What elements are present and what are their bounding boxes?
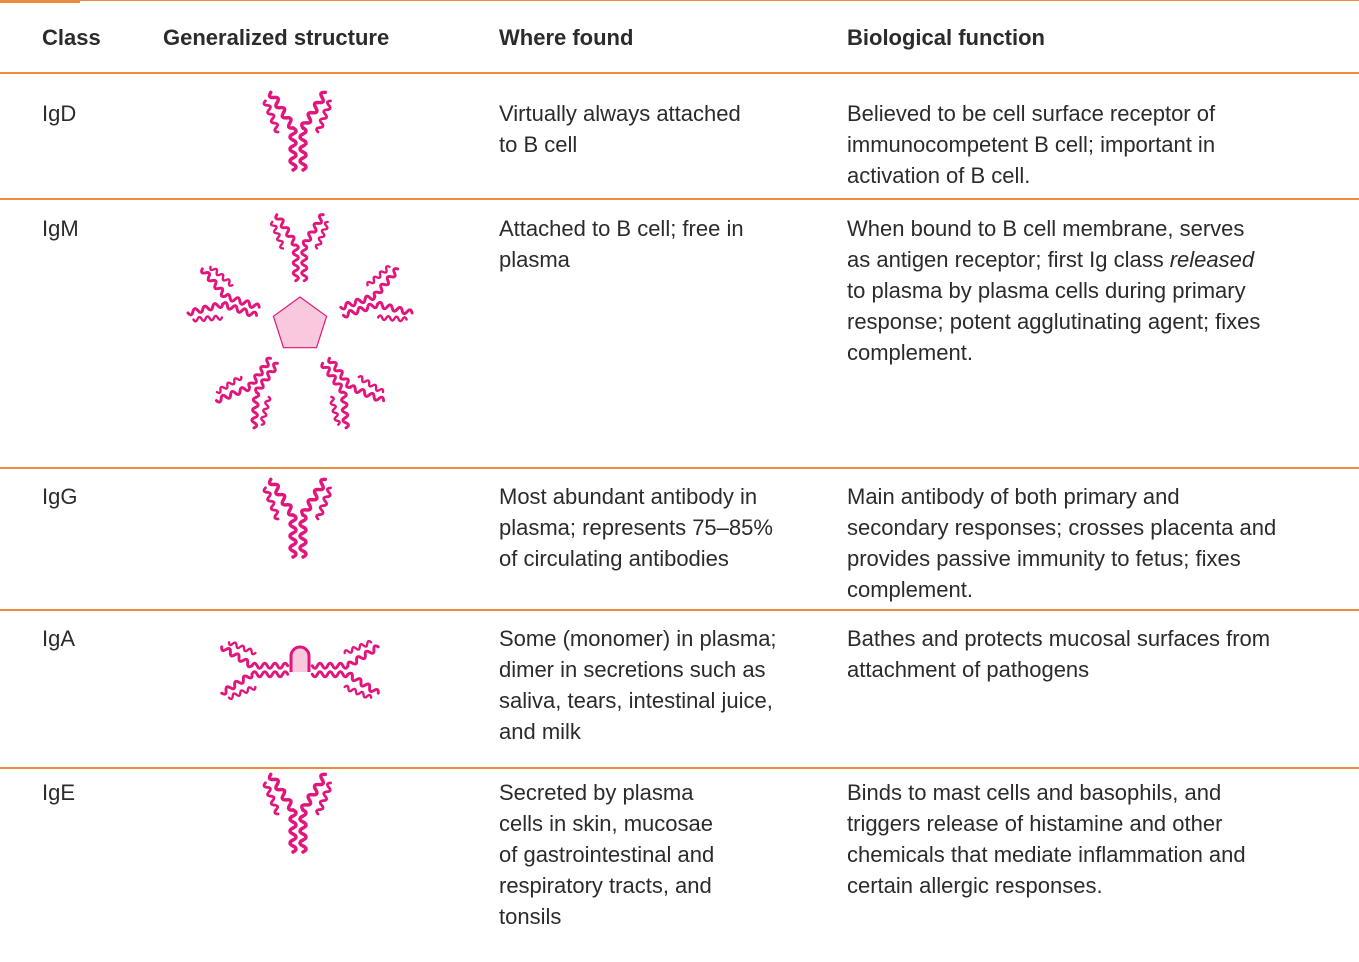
text-line: respiratory tracts, and [499,873,712,898]
text-line: tonsils [499,904,562,929]
text-line: plasma; represents 75–85% [499,515,773,540]
text-line: dimer in secretions such as [499,657,766,682]
text-line: chemicals that mediate inflammation and [847,842,1246,867]
text-line: Attached to B cell; free in [499,216,744,241]
ige-icon [263,773,333,852]
header-cell: Class [42,25,101,50]
row-rule [0,198,1359,200]
text-line: and milk [499,719,581,744]
text-line: plasma [499,247,570,272]
italic-text: released [1169,247,1255,272]
igm-icon [185,213,416,432]
text-line: When bound to B cell membrane, serves [847,216,1245,241]
text-line: Some (monomer) in plasma; [499,626,777,651]
function-cell: Binds to mast cells and basophils, and tr… [847,777,1246,901]
igd-icon [263,91,333,170]
text-line: Believed to be cell surface receptor of [847,101,1216,126]
text-line: response; potent agglutinating agent; fi… [847,309,1261,334]
text-line: certain allergic responses. [847,873,1103,898]
where-cell: Most abundant antibody in plasma; represe… [499,481,773,574]
where-cell: Some (monomer) in plasma; dimer in secret… [499,623,777,747]
text-line: immunocompetent B cell; important in [847,132,1216,157]
function-cell: Believed to be cell surface receptor of i… [847,98,1215,191]
where-cell: Virtually always attached to B cell [499,98,741,160]
text-line: as antigen receptor; first Ig class relea… [847,244,1260,275]
text-line: Virtually always attached [499,101,741,126]
text-line: Most abundant antibody in [499,484,758,509]
class-cell: IgA [42,626,76,651]
function-cell: When bound to B cell membrane, serves as … [847,213,1260,368]
row-rule [0,609,1359,611]
text-line: to plasma by plasma cells during primary [847,278,1246,303]
text-line: Main antibody of both primary and [847,484,1180,509]
iga-icon [220,640,379,699]
text-line: Bathes and protects mucosal surfaces fro… [847,626,1271,651]
text-line: secondary responses; crosses placenta an… [847,515,1277,540]
where-cell: Secreted by plasma cells in skin, mucosae… [499,777,714,932]
header-cell: Generalized structure [163,25,390,50]
class-cell: IgM [42,216,79,241]
class-cell: IgG [42,484,78,509]
top-accent [0,0,80,3]
top-rule [0,0,1359,1]
text-line: complement. [847,577,973,602]
header-cell: Where found [499,25,634,50]
text-line: to B cell [499,132,578,157]
row-rule [0,72,1359,74]
text-line: activation of B cell. [847,163,1031,188]
text-line: of circulating antibodies [499,546,729,571]
row-rule [0,767,1359,769]
text-line: attachment of pathogens [847,657,1090,682]
row-rule [0,467,1359,469]
class-cell: IgD [42,101,77,126]
text-line: cells in skin, mucosae [499,811,713,836]
class-cell: IgE [42,780,76,805]
text-line: provides passive immunity to fetus; fixe… [847,546,1241,571]
text-line: saliva, tears, intestinal juice, [499,688,773,713]
where-cell: Attached to B cell; free in plasma [499,213,744,275]
text-line: of gastrointestinal and [499,842,715,867]
igg-icon [263,478,333,557]
function-cell: Main antibody of both primary and seconda… [847,481,1276,605]
text-line: complement. [847,340,973,365]
header-cell: Biological function [847,25,1045,50]
text-line: Secreted by plasma [499,780,694,805]
text-line: Binds to mast cells and basophils, and [847,780,1222,805]
text-segment: as antigen receptor; first Ig class [847,247,1164,272]
function-cell: Bathes and protects mucosal surfaces fro… [847,623,1270,685]
text-line: triggers release of histamine and other [847,811,1223,836]
